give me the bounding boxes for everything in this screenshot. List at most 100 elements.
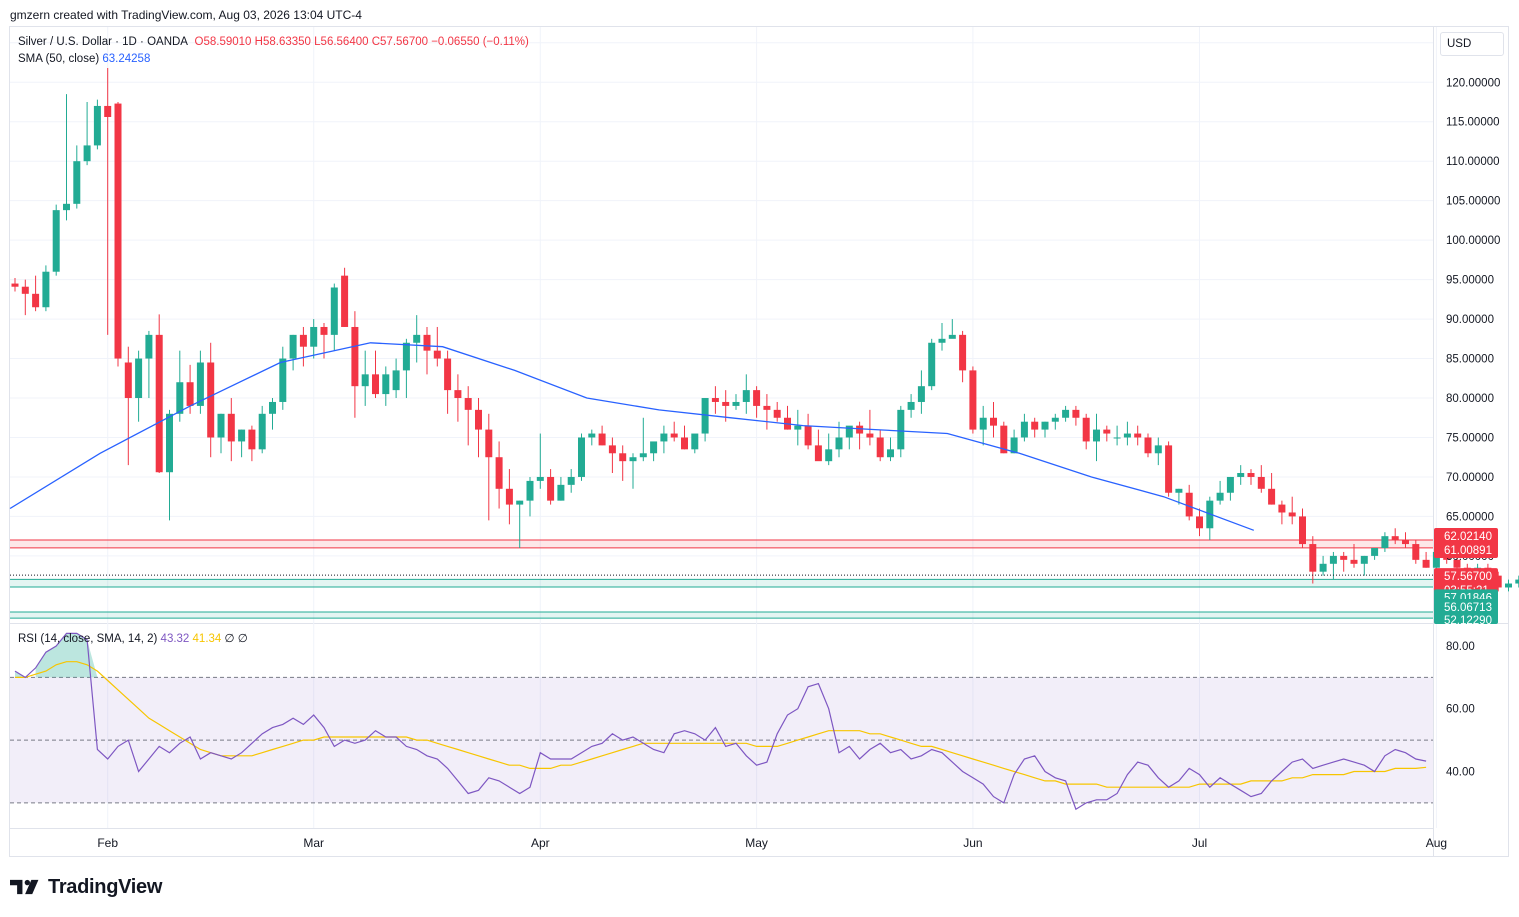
candle xyxy=(145,330,153,399)
candle-body xyxy=(392,370,400,391)
time-axis: Feb Mar Apr May Jun Jul Aug xyxy=(97,836,1447,850)
candles xyxy=(11,68,1519,592)
candle-body xyxy=(63,203,70,211)
candle xyxy=(1082,413,1090,450)
candle-body xyxy=(959,334,967,371)
candle-body xyxy=(1360,555,1368,564)
candle-body xyxy=(1175,488,1183,493)
candle xyxy=(124,346,132,466)
candle xyxy=(1247,469,1255,485)
price-axis: 125.00000120.00000115.00000110.00000105.… xyxy=(1446,38,1500,563)
candle-body xyxy=(1031,421,1039,430)
price-tick-label: 120.00000 xyxy=(1446,77,1500,89)
candle xyxy=(619,445,627,481)
candle xyxy=(598,425,606,446)
candle xyxy=(238,429,246,458)
candle-body xyxy=(1309,544,1317,572)
candle xyxy=(1206,496,1214,541)
candle-body xyxy=(1247,473,1255,477)
candle-body xyxy=(1103,429,1111,434)
candle-body xyxy=(1257,476,1265,489)
candle xyxy=(650,441,658,462)
candle-body xyxy=(681,437,688,450)
candle xyxy=(1319,555,1327,576)
candle-body xyxy=(794,425,802,430)
candle-body xyxy=(608,445,616,454)
candle xyxy=(876,429,884,462)
candle xyxy=(361,350,369,406)
candle-body xyxy=(32,293,40,308)
candle-body xyxy=(341,275,349,327)
candle xyxy=(176,350,184,422)
candle-body xyxy=(1494,575,1502,588)
candle xyxy=(1010,429,1018,454)
support-resistance-zones xyxy=(10,539,1433,619)
currency-selector[interactable]: USD xyxy=(1440,32,1504,56)
candle xyxy=(969,366,977,434)
candle-body xyxy=(1371,548,1379,556)
candle xyxy=(227,398,235,462)
candle-body xyxy=(598,433,606,446)
candle-body xyxy=(1113,437,1121,439)
price-tick-label: 110.00000 xyxy=(1446,156,1500,168)
tradingview-logo-icon xyxy=(10,879,39,895)
candle-body xyxy=(464,398,472,410)
candle-body xyxy=(279,358,287,402)
candle-body xyxy=(969,370,977,430)
candle xyxy=(1154,437,1162,466)
candle xyxy=(1505,579,1512,592)
price-tick-label: 70.00000 xyxy=(1446,472,1494,484)
candle xyxy=(1062,405,1070,422)
support-price-tag-2-bg xyxy=(1434,598,1498,615)
candle xyxy=(753,386,761,418)
candle xyxy=(1360,555,1368,576)
candle-body xyxy=(310,326,318,347)
candle-body xyxy=(485,429,493,458)
candle xyxy=(1123,421,1131,446)
candle-body xyxy=(361,374,369,387)
rsi-sma-legend-value: 41.34 xyxy=(192,633,222,645)
rsi-pane: 80.00 60.00 40.00 xyxy=(10,632,1475,811)
candle-body xyxy=(238,429,246,442)
tradingview-brand[interactable]: TradingView xyxy=(10,875,162,899)
candle xyxy=(1381,532,1389,552)
time-tick-label: Aug xyxy=(1426,836,1447,850)
symbol-title[interactable]: Silver / U.S. Dollar · 1D · OANDA xyxy=(18,36,188,48)
candle-body xyxy=(763,405,771,410)
candle-body xyxy=(1185,492,1193,517)
candle xyxy=(1237,465,1245,485)
candle-body xyxy=(176,382,184,414)
candle xyxy=(856,421,864,450)
time-tick-label: Apr xyxy=(531,836,550,850)
rsi-line xyxy=(14,632,1427,811)
candle xyxy=(392,358,400,399)
candle-body xyxy=(845,425,853,438)
candle-body xyxy=(11,283,19,287)
price-tick-label: 85.00000 xyxy=(1446,354,1494,366)
rsi-legend-label[interactable]: RSI (14, close, SMA, 14, 2) xyxy=(18,633,158,645)
candle xyxy=(1113,425,1121,446)
last-price-tag-text: 57.56700 xyxy=(1444,571,1492,583)
candle-body xyxy=(1144,437,1152,454)
candle xyxy=(784,405,791,430)
candle-body xyxy=(1226,476,1234,493)
sma-legend-label[interactable]: SMA (50, close) xyxy=(18,53,100,65)
candle xyxy=(732,394,740,410)
candle-body xyxy=(773,409,781,418)
candle xyxy=(207,342,215,458)
candle-body xyxy=(691,433,699,450)
candle-body xyxy=(753,390,761,406)
price-tick-label: 90.00000 xyxy=(1446,314,1494,326)
candle-body xyxy=(629,457,637,462)
candle xyxy=(83,101,91,166)
candle xyxy=(670,421,678,442)
candle-body xyxy=(505,488,513,505)
candle-body xyxy=(1350,559,1358,564)
chart-frame xyxy=(9,26,1509,857)
candle xyxy=(1134,425,1142,446)
candle xyxy=(567,469,575,493)
candle xyxy=(248,425,256,462)
main-legend: Silver / U.S. Dollar · 1D · OANDA O58.59… xyxy=(18,34,529,68)
candle-body xyxy=(423,334,431,351)
